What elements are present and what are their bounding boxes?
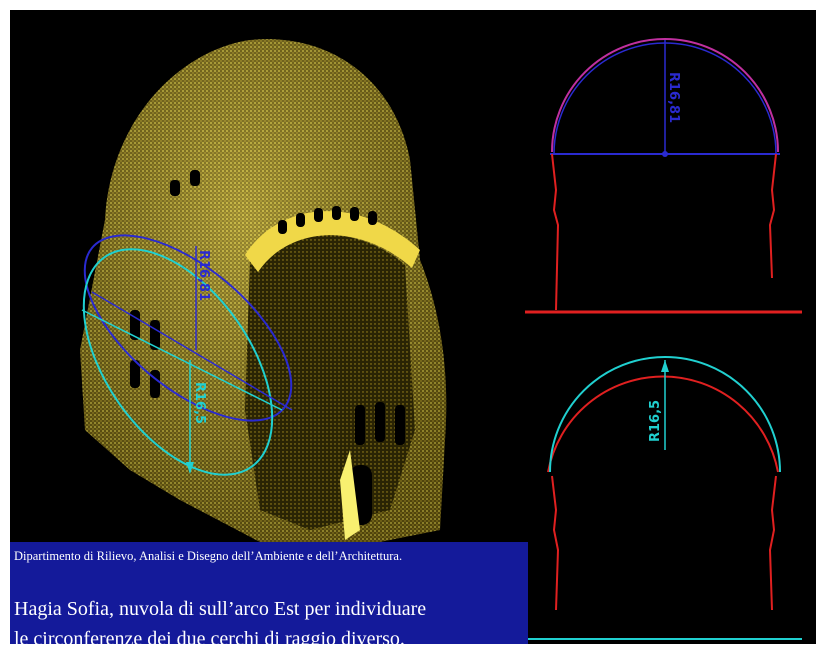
section-top-center bbox=[662, 151, 668, 157]
section-bottom-arc bbox=[549, 356, 781, 473]
section-top-arc bbox=[551, 38, 779, 153]
fitted-circle-small bbox=[82, 248, 274, 476]
diameter-blue bbox=[91, 291, 293, 411]
slide-canvas: R16,81 R16,5 R16,81 bbox=[10, 10, 816, 644]
section-bottom-arc-red bbox=[547, 375, 779, 473]
section-top-wall-left bbox=[551, 153, 560, 311]
diameter-cyan bbox=[81, 309, 283, 411]
section-bottom-radius-arrow bbox=[661, 360, 669, 372]
pointcloud-view: R16,81 R16,5 bbox=[80, 39, 447, 550]
section-bottom-wall-left bbox=[551, 475, 560, 611]
section-bottom-wall-right bbox=[768, 475, 777, 611]
caption-title-line-2: le circonferenze dei due cerchi di raggi… bbox=[14, 628, 405, 644]
pointcloud-column bbox=[340, 450, 360, 540]
pointcloud-radius-small-label: R16,5 bbox=[192, 382, 207, 424]
pointcloud-arch-band bbox=[245, 211, 420, 272]
caption-title-line-1: Hagia Sofia, nuvola di sull’arco Est per… bbox=[14, 598, 427, 620]
pointcloud-radius-large-label: R16,81 bbox=[196, 250, 211, 301]
section-bottom-radius-label: R16,5 bbox=[648, 400, 663, 442]
section-top-radius-label: R16,81 bbox=[666, 72, 681, 123]
caption-title: Hagia Sofia, nuvola di sull’arco Est per… bbox=[14, 594, 426, 644]
radius-arrow-cyan bbox=[186, 462, 194, 474]
section-top-wall-right bbox=[768, 153, 777, 279]
fitted-circle-large bbox=[83, 234, 293, 422]
caption-box: Dipartimento di Rilievo, Analisi e Diseg… bbox=[10, 542, 528, 644]
section-top: R16,81 bbox=[525, 38, 802, 314]
caption-department: Dipartimento di Rilievo, Analisi e Diseg… bbox=[14, 549, 403, 563]
section-bottom: R16,5 bbox=[525, 356, 802, 640]
pointcloud-interior bbox=[245, 234, 415, 530]
section-drawings: R16,81 R16,5 bbox=[525, 38, 802, 640]
